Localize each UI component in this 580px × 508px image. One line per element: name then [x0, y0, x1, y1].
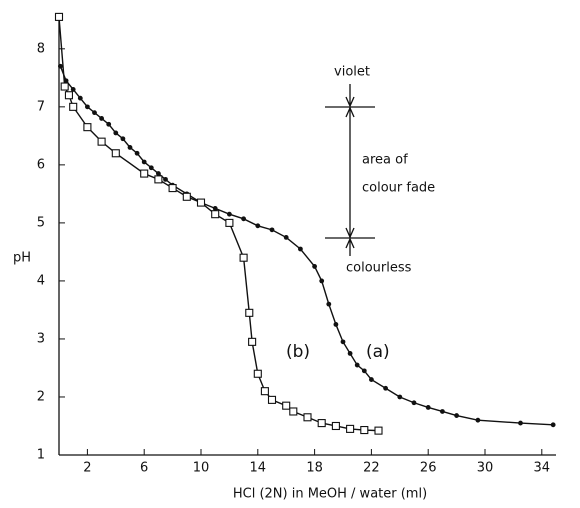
marker	[397, 394, 403, 400]
marker	[196, 198, 206, 207]
marker	[77, 95, 83, 101]
y-tick-label: 2	[37, 389, 45, 404]
marker	[97, 137, 106, 146]
marker	[475, 417, 481, 423]
marker	[319, 278, 325, 284]
marker	[245, 308, 254, 317]
y-axis-label: pH	[13, 251, 31, 266]
marker	[134, 150, 140, 156]
y-tick-label: 4	[37, 273, 45, 288]
annotation: colour fade	[362, 181, 435, 196]
marker	[60, 82, 69, 91]
marker	[211, 210, 220, 219]
marker	[85, 104, 90, 110]
marker	[58, 63, 63, 69]
marker	[127, 145, 133, 150]
marker	[340, 339, 346, 345]
marker	[283, 235, 289, 240]
marker	[227, 211, 232, 217]
y-tick-label: 3	[37, 331, 45, 346]
x-tick-label: 22	[363, 461, 380, 476]
y-tick-label: 6	[37, 157, 45, 172]
marker	[92, 110, 97, 116]
marker	[347, 351, 353, 356]
annotation: area of	[362, 153, 408, 168]
marker	[425, 405, 431, 410]
marker	[267, 395, 277, 404]
marker	[106, 121, 112, 127]
marker	[225, 218, 234, 227]
marker	[289, 407, 298, 416]
marker	[326, 301, 332, 307]
marker	[374, 426, 383, 435]
marker	[255, 223, 261, 229]
x-tick-label: 2	[83, 461, 91, 476]
series-line	[58, 16, 379, 432]
x-tick-label: 30	[477, 461, 494, 476]
marker	[303, 413, 312, 422]
x-tick-label: 14	[250, 461, 267, 476]
marker	[346, 424, 355, 433]
marker	[212, 205, 218, 211]
marker	[354, 362, 360, 368]
marker	[248, 337, 257, 346]
marker	[317, 419, 326, 428]
marker	[298, 246, 303, 252]
marker	[518, 420, 523, 426]
x-tick-label: 34	[534, 461, 551, 476]
marker	[140, 169, 149, 178]
y-tick-label: 5	[37, 215, 45, 230]
marker	[361, 368, 367, 374]
marker	[331, 421, 340, 431]
fade-bracket	[325, 84, 375, 256]
x-tick-label: 6	[140, 461, 148, 476]
annotation: violet	[334, 65, 370, 80]
x-tick-label: 10	[193, 461, 210, 476]
marker	[148, 165, 154, 171]
marker	[333, 322, 339, 327]
marker	[383, 385, 388, 391]
marker	[64, 91, 73, 100]
series-line	[59, 65, 554, 426]
marker	[111, 149, 120, 158]
marker	[113, 130, 119, 136]
marker	[156, 171, 161, 176]
marker	[70, 87, 76, 92]
marker	[163, 176, 168, 182]
marker	[99, 116, 104, 121]
marker	[411, 400, 417, 406]
y-tick-label: 7	[37, 99, 45, 114]
marker	[312, 264, 317, 269]
marker	[154, 175, 163, 184]
marker	[241, 216, 247, 222]
marker	[369, 377, 374, 382]
marker	[120, 136, 126, 142]
marker	[360, 425, 369, 435]
marker	[182, 192, 191, 201]
x-tick-label: 18	[306, 461, 323, 476]
x-axis-label: HCl (2N) in MeOH / water (ml)	[233, 487, 427, 502]
annotation: colourless	[346, 261, 412, 276]
series-label: (a)	[366, 342, 390, 362]
y-tick-label: 1	[37, 448, 45, 463]
marker	[282, 401, 291, 410]
marker	[83, 123, 92, 132]
marker	[168, 184, 177, 193]
marker	[69, 102, 78, 111]
marker	[440, 409, 445, 414]
marker	[54, 12, 64, 21]
y-tick-label: 8	[37, 41, 45, 56]
marker	[269, 227, 275, 233]
marker	[141, 159, 147, 165]
marker	[253, 369, 262, 378]
marker	[260, 387, 269, 396]
series-label: (b)	[286, 342, 310, 362]
marker	[550, 422, 556, 428]
x-tick-label: 26	[420, 461, 437, 476]
marker	[239, 253, 248, 262]
marker	[454, 413, 459, 418]
